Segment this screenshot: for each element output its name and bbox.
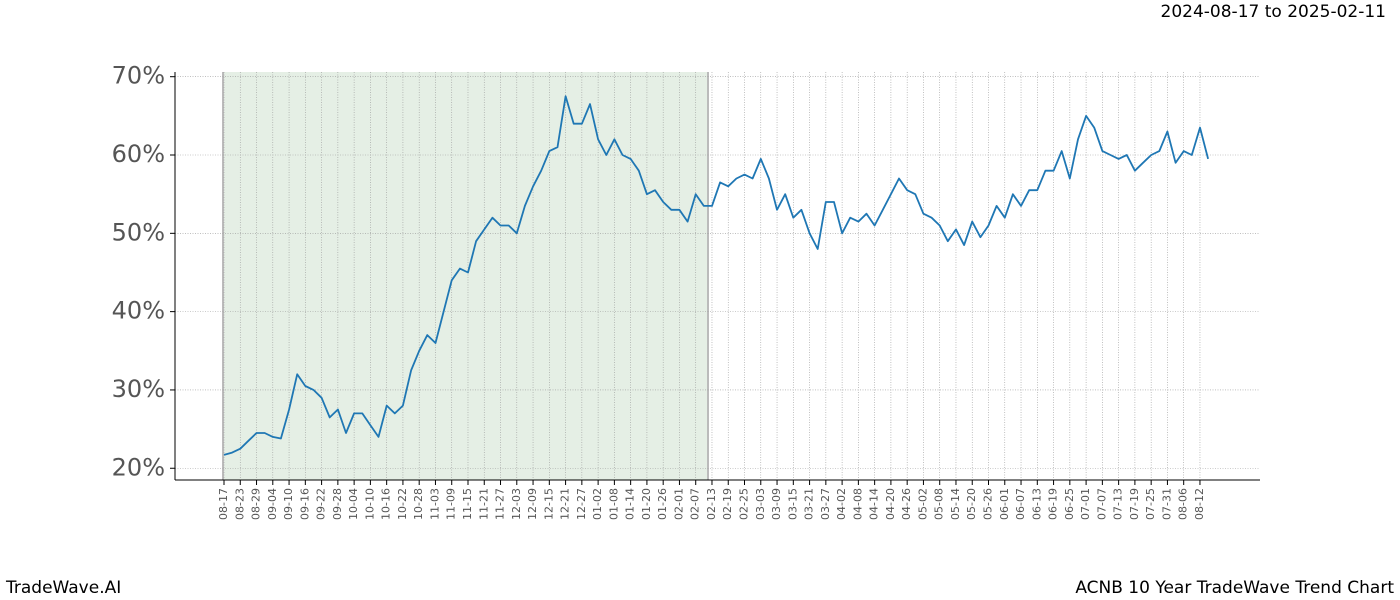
- x-tick-label: 09-22: [315, 488, 328, 520]
- line-series: [223, 95, 1209, 456]
- x-tick-label: 11-15: [461, 488, 474, 520]
- x-tick-label: 12-03: [510, 488, 523, 520]
- x-tick-label: 11-09: [445, 488, 458, 520]
- x-tick-label: 12-27: [575, 488, 588, 520]
- x-tick-label: 07-01: [1079, 488, 1092, 520]
- x-tick-label: 12-09: [526, 488, 539, 520]
- x-tick-label: 05-14: [949, 488, 962, 520]
- x-tick-label: 01-02: [591, 488, 604, 520]
- x-tick-label: 06-19: [1047, 488, 1060, 520]
- x-tick-label: 01-20: [640, 488, 653, 520]
- y-tick-label: 50%: [112, 218, 165, 246]
- y-tick-label: 60%: [112, 140, 165, 168]
- y-tick-label: 40%: [112, 297, 165, 325]
- x-tick-label: 02-19: [721, 488, 734, 520]
- brand: TradeWave.AI: [5, 578, 121, 598]
- x-tick-label: 01-08: [607, 488, 620, 520]
- chart-title: ACNB 10 Year TradeWave Trend Chart: [1075, 578, 1394, 598]
- x-tick-label: 02-13: [705, 488, 718, 520]
- x-tick-label: 02-07: [689, 488, 702, 520]
- x-tick-label: 10-28: [412, 488, 425, 520]
- x-tick-label: 06-25: [1063, 488, 1076, 520]
- x-tick-label: 08-23: [233, 488, 246, 520]
- x-tick-label: 09-28: [331, 488, 344, 520]
- x-tick-label: 09-10: [282, 488, 295, 520]
- highlight-region: [223, 72, 708, 480]
- x-tick-label: 11-21: [477, 488, 490, 520]
- x-tick-label: 07-25: [1144, 488, 1157, 520]
- x-tick-label: 11-03: [428, 488, 441, 520]
- x-tick-label: 04-02: [835, 488, 848, 520]
- x-tick-label: 03-15: [786, 488, 799, 520]
- x-tick-label: 03-03: [754, 488, 767, 520]
- y-tick-label: 70%: [112, 62, 165, 90]
- x-tick-label: 05-08: [933, 488, 946, 520]
- x-tick-label: 05-20: [965, 488, 978, 520]
- x-tick-label: 04-26: [900, 488, 913, 520]
- x-tick-label: 04-08: [851, 488, 864, 520]
- x-tick-label: 05-02: [916, 488, 929, 520]
- x-tick-label: 04-14: [868, 488, 881, 520]
- x-tick-label: 07-07: [1095, 488, 1108, 520]
- x-tick-label: 03-21: [803, 488, 816, 520]
- x-tick-label: 06-13: [1030, 488, 1043, 520]
- x-tick-label: 03-09: [770, 488, 783, 520]
- x-tick-label: 10-22: [396, 488, 409, 520]
- marks: [223, 95, 1209, 456]
- x-tick-label: 08-29: [250, 488, 263, 520]
- x-tick-label: 10-10: [363, 488, 376, 520]
- x-tick-label: 07-31: [1160, 488, 1173, 520]
- x-tick-label: 01-14: [624, 488, 637, 520]
- x-tick-label: 10-04: [347, 488, 360, 520]
- x-tick-label: 09-16: [298, 488, 311, 520]
- x-tick-label: 03-27: [819, 488, 832, 520]
- x-tick-label: 07-19: [1128, 488, 1141, 520]
- x-tick-label: 04-20: [884, 488, 897, 520]
- x-tick-label: 12-21: [559, 488, 572, 520]
- y-tick-label: 20%: [112, 453, 165, 481]
- x-tick-label: 12-15: [542, 488, 555, 520]
- y-tick-label: 30%: [112, 375, 165, 403]
- x-tick-label: 08-12: [1193, 488, 1206, 520]
- x-tick-label: 01-26: [656, 488, 669, 520]
- x-tick-label: 02-25: [738, 488, 751, 520]
- x-tick-label: 08-17: [217, 488, 230, 520]
- date-range: 2024-08-17 to 2025-02-11: [1161, 2, 1386, 22]
- x-tick-label: 07-13: [1112, 488, 1125, 520]
- x-tick-label: 10-16: [380, 488, 393, 520]
- x-tick-label: 05-26: [982, 488, 995, 520]
- x-tick-label: 02-01: [672, 488, 685, 520]
- x-tick-label: 08-06: [1177, 488, 1190, 520]
- x-tick-label: 06-07: [1014, 488, 1027, 520]
- x-tick-label: 06-01: [998, 488, 1011, 520]
- x-tick-label: 11-27: [494, 488, 507, 520]
- x-tick-label: 09-04: [266, 488, 279, 520]
